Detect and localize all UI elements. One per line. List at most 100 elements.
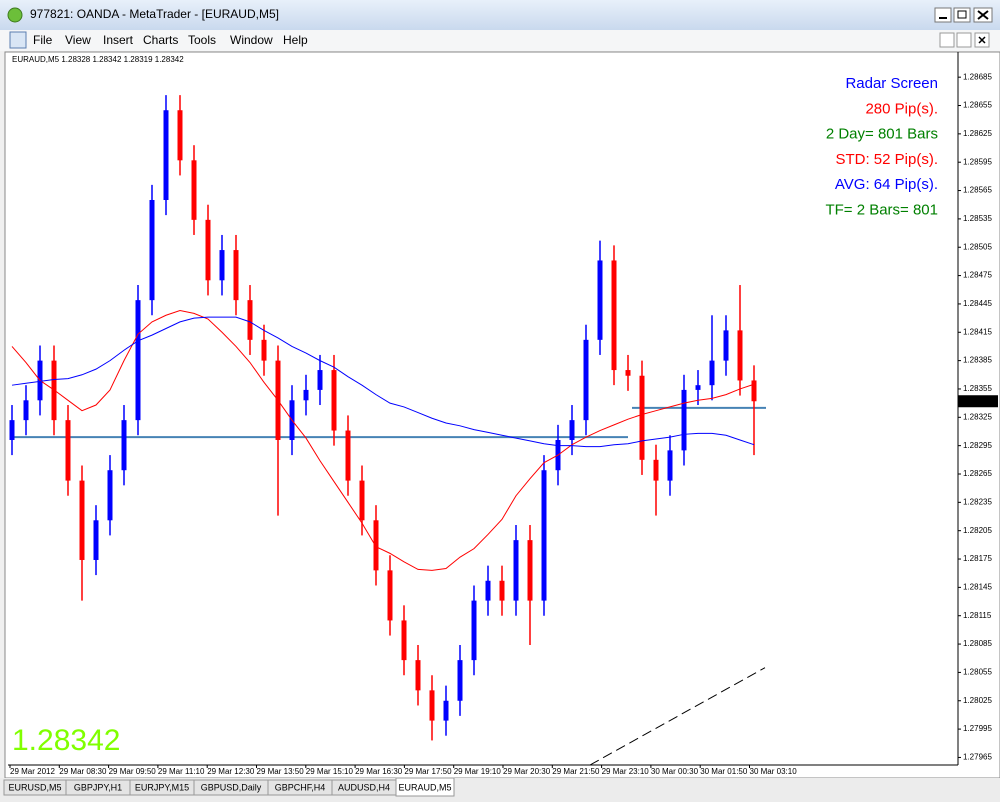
menu-item[interactable]: Tools — [188, 33, 216, 47]
candle-body — [191, 160, 197, 220]
candle-body — [261, 339, 267, 361]
candle-body — [135, 300, 141, 421]
big-price: 1.28342 — [12, 724, 120, 757]
icon — [957, 10, 967, 19]
x-tick-label: 29 Mar 19:10 — [454, 767, 502, 776]
y-tick-label: 1.28325 — [963, 412, 992, 421]
candle-body — [93, 520, 99, 560]
candle-body — [401, 620, 407, 661]
candle-body — [387, 570, 393, 621]
x-tick-label: 29 Mar 08:30 — [59, 767, 107, 776]
y-tick-label: 1.28475 — [963, 271, 992, 280]
candle-body — [79, 480, 85, 560]
radar-line: 280 Pip(s). — [865, 100, 938, 117]
menu-item[interactable]: Insert — [103, 33, 134, 47]
candle-body — [205, 219, 211, 281]
tab-label[interactable]: GBPUSD,Daily — [201, 782, 262, 792]
tab-label[interactable]: EURJPY,M15 — [135, 782, 189, 792]
menu-item[interactable]: Charts — [143, 33, 178, 47]
candle-body — [471, 600, 477, 661]
y-tick-label: 1.28445 — [963, 299, 992, 308]
price-marker — [958, 395, 998, 408]
y-tick-label: 1.28145 — [963, 582, 992, 591]
tab-label[interactable]: GBPJPY,H1 — [74, 782, 122, 792]
candle-body — [429, 690, 435, 721]
candle-body — [611, 260, 617, 371]
candle-body — [345, 430, 351, 481]
candle-body — [121, 420, 127, 471]
title-bar — [0, 0, 1000, 30]
tab-label[interactable]: EURUSD,M5 — [8, 782, 61, 792]
x-tick-label: 29 Mar 12:30 — [207, 767, 255, 776]
candle-body — [583, 339, 589, 421]
menu-item[interactable]: File — [33, 33, 53, 47]
candle-body — [541, 470, 547, 601]
tab-label[interactable]: EURAUD,M5 — [398, 782, 451, 792]
y-tick-label: 1.27965 — [963, 753, 992, 762]
y-tick-label: 1.28055 — [963, 668, 992, 677]
candle-body — [303, 389, 309, 401]
candle-body — [107, 470, 113, 521]
candle-body — [639, 375, 645, 460]
x-tick-label: 30 Mar 01:50 — [700, 767, 748, 776]
candle-body — [163, 110, 169, 200]
radar-line: AVG: 64 Pip(s). — [835, 176, 938, 193]
mdi-restore[interactable] — [956, 32, 972, 48]
x-tick-label: 29 Mar 2012 — [10, 767, 55, 776]
icon — [977, 10, 989, 20]
menu-items: File View Insert Charts Tools Window Help — [33, 33, 308, 47]
candle-body — [569, 420, 575, 440]
y-tick-label: 1.28505 — [963, 242, 992, 251]
tab[interactable] — [395, 777, 455, 797]
y-tick-label: 1.27995 — [963, 724, 992, 733]
candle-body — [723, 330, 729, 361]
y-tick-label: 1.28625 — [963, 129, 992, 138]
y-tick-label: 1.28265 — [963, 469, 992, 478]
x-tick-label: 29 Mar 23:10 — [602, 767, 650, 776]
x-tick-label: 29 Mar 09:50 — [109, 767, 157, 776]
x-tick-label: 29 Mar 15:10 — [306, 767, 354, 776]
maximize-button[interactable] — [953, 7, 971, 23]
radar-line: STD: 52 Pip(s). — [835, 151, 938, 168]
icon — [978, 36, 986, 44]
x-tick-label: 29 Mar 17:50 — [404, 767, 452, 776]
x-tick-label: 29 Mar 16:30 — [355, 767, 403, 776]
candle-body — [219, 250, 225, 281]
candle-body — [499, 580, 505, 601]
candle-body — [331, 370, 337, 431]
y-tick-label: 1.28685 — [963, 72, 992, 81]
trendline — [589, 667, 766, 766]
minimize-button[interactable] — [934, 7, 952, 23]
doc-icon — [9, 31, 27, 49]
moving-average — [11, 316, 755, 448]
candle-body — [247, 300, 253, 340]
moving-average — [11, 310, 755, 571]
mdi-minimize[interactable] — [939, 32, 955, 48]
mdi-buttons — [939, 32, 990, 48]
chart-header: EURAUD,M5 1.28328 1.28342 1.28319 1.2834… — [12, 55, 184, 64]
x-tick-label: 29 Mar 21:50 — [552, 767, 600, 776]
menu-item[interactable]: Help — [283, 33, 308, 47]
x-tick-label: 30 Mar 00:30 — [651, 767, 699, 776]
y-tick-label: 1.28115 — [963, 611, 992, 620]
y-tick-label: 1.28295 — [963, 441, 992, 450]
tab-label[interactable]: AUDUSD,H4 — [338, 782, 390, 792]
tab-label[interactable]: GBPCHF,H4 — [275, 782, 326, 792]
y-tick-label: 1.28655 — [963, 101, 992, 110]
y-tick-label: 1.28535 — [963, 214, 992, 223]
candle-body — [317, 370, 323, 390]
candle-body — [23, 400, 29, 421]
candle-body — [359, 480, 365, 521]
candle-body — [233, 250, 239, 301]
y-tick-label: 1.28085 — [963, 639, 992, 648]
candle-body — [597, 260, 603, 340]
candle-body — [65, 420, 71, 481]
x-tick-label: 29 Mar 13:50 — [257, 767, 305, 776]
tabs: EURUSD,M5 GBPJPY,H1 EURJPY,M15 GBPUSD,Daily… — [3, 777, 455, 797]
menu-item[interactable]: Window — [230, 33, 273, 47]
candle-body — [149, 199, 155, 301]
menu-item[interactable]: View — [65, 33, 91, 47]
price-marker-label: 1.28342 — [962, 396, 991, 405]
